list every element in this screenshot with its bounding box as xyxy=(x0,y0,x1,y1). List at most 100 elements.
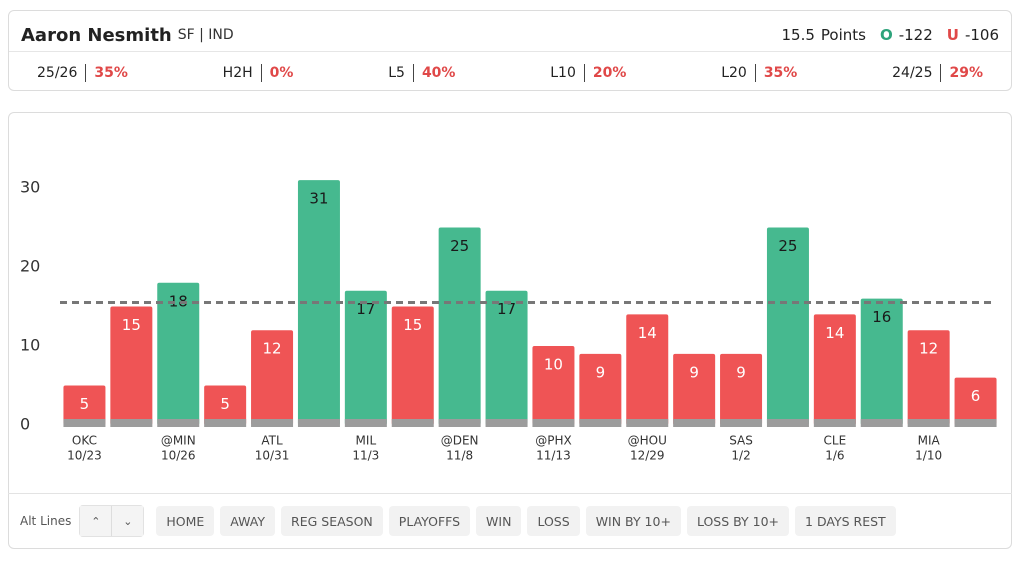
stat-value: 0% xyxy=(269,65,294,81)
bar xyxy=(251,330,294,425)
bar-value-label: 6 xyxy=(971,387,981,405)
bar xyxy=(110,306,153,425)
bar-value-label: 5 xyxy=(80,395,90,413)
stat-value: 20% xyxy=(592,65,627,81)
bar-base xyxy=(860,419,903,427)
bar xyxy=(344,290,387,425)
bar-value-label: 15 xyxy=(403,316,422,334)
x-tick-date: 11/13 xyxy=(536,449,571,463)
stat-divider xyxy=(260,64,262,82)
y-tick-label: 10 xyxy=(20,336,40,355)
stat-divider xyxy=(940,64,942,82)
x-tick-label: MIA xyxy=(918,434,941,448)
bar-value-label: 9 xyxy=(596,363,606,381)
player-header: Aaron Nesmith SF | IND 15.5 Points O -12… xyxy=(8,10,1012,91)
bar xyxy=(766,227,809,425)
filter-button[interactable]: PLAYOFFS xyxy=(388,506,471,536)
bar-value-label: 17 xyxy=(497,300,516,318)
bar-base xyxy=(907,419,950,427)
bar-base xyxy=(673,419,716,427)
filter-button[interactable]: LOSS BY 10+ xyxy=(686,506,790,536)
bar-value-label: 17 xyxy=(356,300,375,318)
y-tick-label: 20 xyxy=(20,257,40,276)
filter-button[interactable]: AWAY xyxy=(220,506,276,536)
x-tick-date: 1/6 xyxy=(825,449,844,463)
stat-divider xyxy=(85,64,87,82)
bar-value-label: 25 xyxy=(450,237,469,255)
bar-base xyxy=(532,419,575,427)
stat-divider xyxy=(412,64,414,82)
bar-base xyxy=(813,419,856,427)
controls: Alt Lines ⌃ ⌄ HOME AWAY REG SEASON PLAYOFFS… xyxy=(20,505,902,537)
filter-button[interactable]: 1 DAYS REST xyxy=(795,506,896,536)
x-tick-date: 12/29 xyxy=(630,449,665,463)
bar-value-label: 16 xyxy=(872,308,891,326)
bar xyxy=(157,282,200,425)
step-up[interactable]: ⌃ xyxy=(80,506,112,536)
stat-label: L10 xyxy=(550,65,576,81)
bar-value-label: 31 xyxy=(309,190,328,208)
filter-button[interactable]: REG SEASON xyxy=(281,506,383,536)
bar-value-label: 12 xyxy=(263,340,282,358)
bar-base xyxy=(204,419,247,427)
bar-value-label: 14 xyxy=(638,324,657,342)
stat-label: 25/26 xyxy=(37,65,78,81)
stat-divider xyxy=(583,64,585,82)
bar-value-label: 10 xyxy=(544,356,563,374)
bar xyxy=(813,314,856,425)
x-tick-label: CLE xyxy=(824,434,847,448)
x-tick-date: 10/31 xyxy=(255,449,290,463)
y-tick-label: 0 xyxy=(20,415,30,434)
under-odds: -106 xyxy=(964,26,999,44)
bar xyxy=(485,290,528,425)
bar xyxy=(907,330,950,425)
stat-label: 24/25 xyxy=(892,65,933,81)
x-tick-date: 1/2 xyxy=(731,449,750,463)
stat: L10 20% xyxy=(550,64,626,82)
divider xyxy=(9,51,1011,52)
bar-base xyxy=(954,419,997,427)
bar xyxy=(391,306,434,425)
odds: 15.5 Points O -122 U -106 xyxy=(781,26,999,44)
bar-base xyxy=(157,419,200,427)
bar-base xyxy=(344,419,387,427)
x-tick-label: ATL xyxy=(261,434,283,448)
x-tick-date: 11/3 xyxy=(352,449,379,463)
filter-button[interactable]: WIN xyxy=(476,506,522,536)
stat-label: L5 xyxy=(388,65,405,81)
x-tick-date: 11/8 xyxy=(446,449,473,463)
line-unit: Points xyxy=(820,26,866,44)
bar xyxy=(63,385,106,425)
player-name: Aaron Nesmith xyxy=(21,24,172,46)
filter-button[interactable]: HOME xyxy=(156,506,215,536)
bar-base xyxy=(720,419,763,427)
stat: L20 35% xyxy=(721,64,797,82)
x-tick-label: @PHX xyxy=(535,434,571,448)
stat: L5 40% xyxy=(388,64,455,82)
x-tick-label: SAS xyxy=(729,434,753,448)
filter-button[interactable]: LOSS xyxy=(527,506,580,536)
bar-base xyxy=(63,419,106,427)
x-tick-label: MIL xyxy=(356,434,377,448)
stat: 24/25 29% xyxy=(892,64,983,82)
bar xyxy=(673,353,716,425)
bar-base xyxy=(251,419,294,427)
line-value: 15.5 xyxy=(781,26,815,44)
stat: 25/26 35% xyxy=(37,64,128,82)
bar-base xyxy=(438,419,481,427)
bar-base xyxy=(297,419,340,427)
bar-value-label: 9 xyxy=(736,363,746,381)
filter-button[interactable]: WIN BY 10+ xyxy=(585,506,681,536)
over-odds: -122 xyxy=(898,26,933,44)
bar xyxy=(204,385,247,425)
y-tick-label: 30 xyxy=(20,178,40,197)
position-team: SF | IND xyxy=(177,27,234,43)
bar-value-label: 5 xyxy=(220,395,230,413)
step-down[interactable]: ⌄ xyxy=(111,506,144,536)
stat-value: 29% xyxy=(949,65,983,81)
stat-label: H2H xyxy=(222,65,253,81)
alt-lines-label: Alt Lines xyxy=(20,514,72,528)
stat: H2H 0% xyxy=(222,64,294,82)
